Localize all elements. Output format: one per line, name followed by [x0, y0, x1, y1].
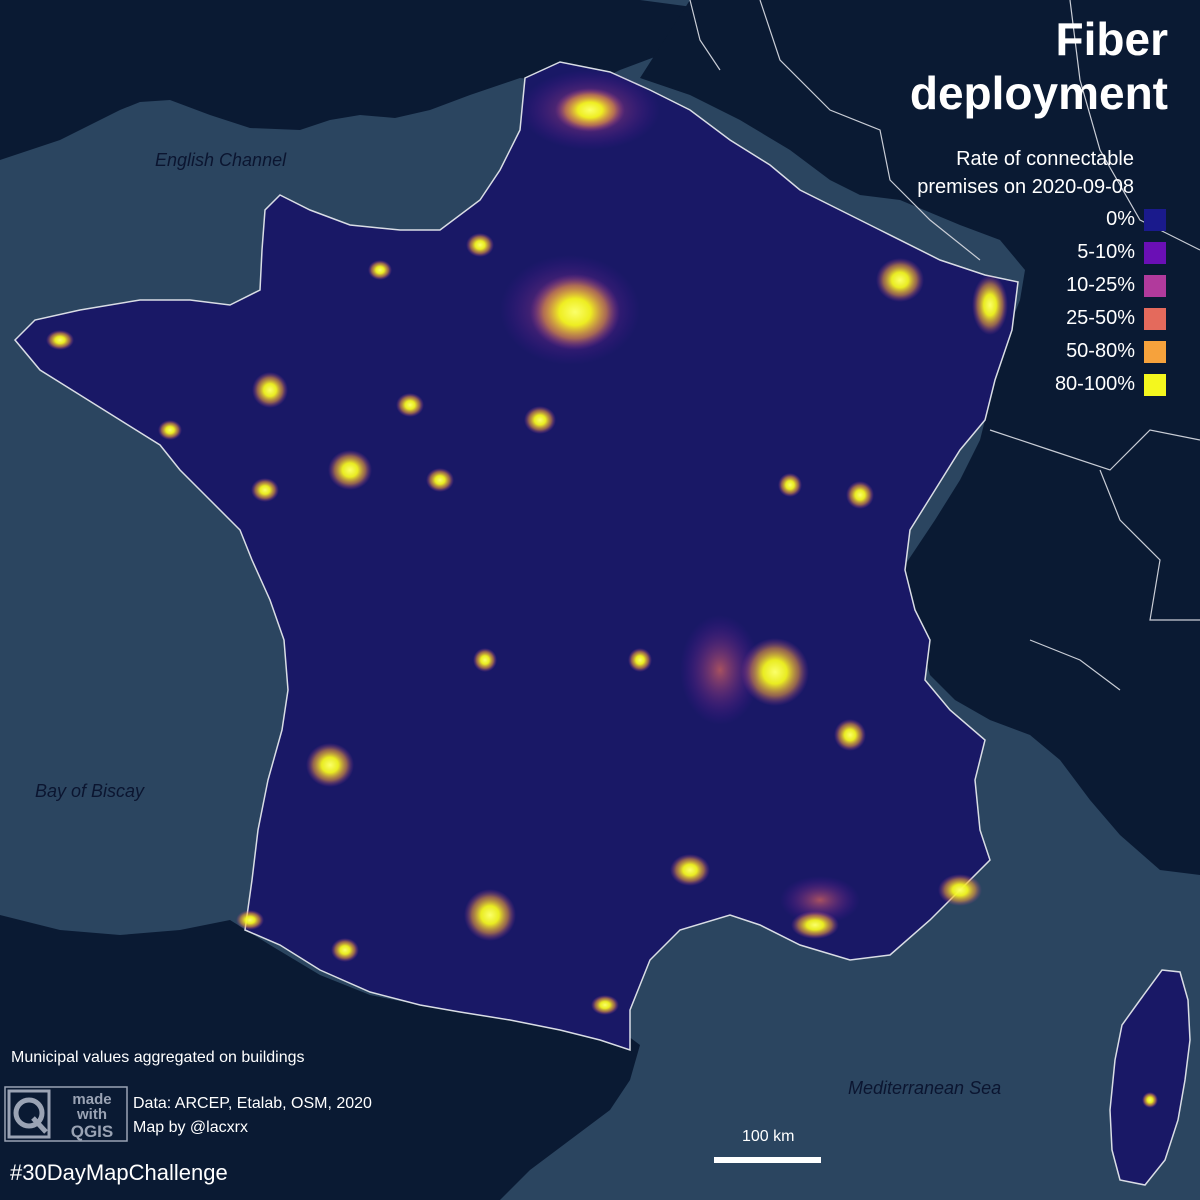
hashtag: #30DayMapChallenge: [10, 1160, 228, 1185]
great-britain-land: [0, 0, 720, 160]
legend-item: 80-100%: [1054, 368, 1166, 401]
author-credit: Map by @lacxrx: [133, 1119, 248, 1136]
legend-item-label: 10-25%: [1066, 274, 1135, 296]
map-title-line2: deployment: [909, 67, 1168, 119]
logo-made-text: made: [72, 1091, 111, 1108]
spain-land: [0, 915, 640, 1200]
legend-item-label: 0%: [1106, 208, 1135, 230]
corsica-land: [1109, 969, 1191, 1186]
legend: 0% 5-10% 10-25% 25-50% 50-80% 80-100%: [1054, 203, 1166, 401]
legend-item-label: 25-50%: [1066, 307, 1135, 329]
sea-label-mediterranean: Mediterranean Sea: [848, 1078, 1002, 1098]
legend-item-label: 50-80%: [1066, 340, 1135, 362]
legend-item: 50-80%: [1055, 335, 1166, 368]
legend-swatch: [1144, 340, 1166, 363]
europe-land: [640, 0, 1200, 875]
sea-label-english-channel: English Channel: [155, 150, 287, 170]
scale-bar-label: 100 km: [742, 1128, 795, 1145]
legend-item: 10-25%: [1055, 269, 1166, 302]
legend-item-label: 5-10%: [1077, 241, 1135, 263]
logo-with-text: with: [76, 1106, 107, 1123]
scale-bar: [714, 1157, 821, 1163]
data-credit: Data: ARCEP, Etalab, OSM, 2020: [133, 1095, 372, 1112]
legend-swatch: [1144, 307, 1166, 330]
map-title-line1: Fiber: [1055, 13, 1168, 65]
legend-item: 25-50%: [1055, 302, 1166, 335]
credits: Data: ARCEP, Etalab, OSM, 2020 Map by @l…: [133, 1092, 372, 1140]
method-note: Municipal values aggregated on buildings: [11, 1049, 305, 1066]
map-title: Fiber deployment: [910, 12, 1168, 120]
legend-title-line2: premises on 2020-09-08: [917, 176, 1134, 198]
qgis-logo: made with QGIS: [4, 1086, 128, 1142]
legend-item-label: 80-100%: [1054, 373, 1135, 395]
legend-item: 0%: [1055, 203, 1166, 236]
france-land: [13, 61, 1019, 1052]
fiber-hotspots: [46, 70, 1158, 1108]
legend-swatch: [1144, 208, 1166, 231]
legend-item: 5-10%: [1055, 236, 1166, 269]
logo-qgis-text: QGIS: [71, 1122, 114, 1141]
country-borders: [689, 0, 1200, 691]
legend-title: Rate of connectable premises on 2020-09-…: [917, 145, 1134, 201]
legend-title-line1: Rate of connectable: [956, 148, 1134, 170]
legend-swatch: [1144, 241, 1166, 264]
legend-swatch: [1144, 373, 1166, 396]
legend-swatch: [1144, 274, 1166, 297]
sea-label-bay-of-biscay: Bay of Biscay: [35, 781, 145, 801]
